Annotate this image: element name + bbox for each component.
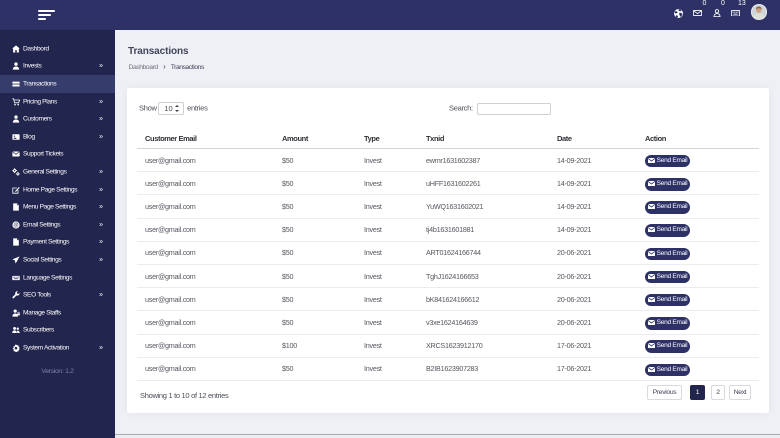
svg-text:@: @ — [13, 222, 18, 228]
